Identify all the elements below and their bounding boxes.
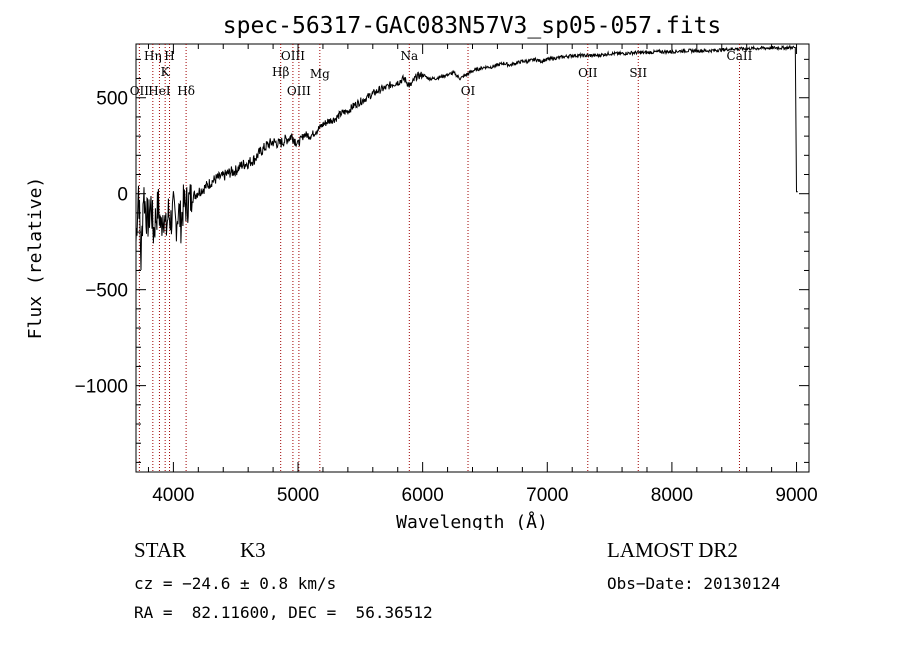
line-label-14: CaII [727,49,753,63]
redshift-cz: cz = −24.6 ± 0.8 km/s [134,574,337,593]
y-tick-label-0: −1000 [75,377,128,398]
line-label-10: Na [400,49,418,63]
object-subclass: K3 [240,538,266,562]
series-line [135,44,798,271]
x-tick-label-0: 4000 [152,485,194,506]
x-axis-ticks: 4000 5000 6000 7000 8000 9000 [147,44,818,506]
y-axis-label: Flux (relative) [25,177,46,340]
spectrum-chart: spec-56317-GAC083N57V3_sp05-057.fits OII… [25,13,818,530]
y-tick-label-3: 500 [96,89,128,110]
line-label-8: OIII [287,84,311,98]
line-label-2: HeI [148,84,171,98]
line-label-6: Hβ [272,65,289,79]
survey-name: LAMOST DR2 [607,538,738,562]
line-label-0: OII [130,84,150,98]
line-label-7: OIII [281,49,305,63]
x-tick-label-2: 6000 [402,485,444,506]
line-label-12: OII [578,66,598,80]
y-axis-ticks: −1000 −500 0 500 [75,58,809,463]
x-tick-label-5: 9000 [775,485,817,506]
line-label-9: Mg [310,67,330,81]
object-class: STAR [134,538,186,562]
line-label-11: OI [461,84,476,98]
ra-dec: RA = 82.11600, DEC = 56.36512 [134,603,433,622]
spectral-line-markers: OII Hη HeI KH Hδ Hβ OIII OIII Mg Na OI OII SII CaII [130,44,753,472]
y-tick-label-1: −500 [85,281,128,302]
y-tick-label-2: 0 [117,185,128,206]
line-label-5: Hδ [177,84,195,98]
line-label-3: K [161,65,171,79]
x-tick-label-3: 7000 [526,485,568,506]
line-label-13: SII [629,66,647,80]
plot-frame [135,43,810,473]
x-axis-label: Wavelength (Å) [396,511,548,530]
obs-date: Obs−Date: 20130124 [607,574,781,593]
line-label-1: Hη [144,49,162,63]
x-tick-label-4: 8000 [651,485,693,506]
chart-title: spec-56317-GAC083N57V3_sp05-057.fits [223,13,722,39]
line-label-4: H [164,49,174,63]
x-tick-label-1: 5000 [277,485,319,506]
